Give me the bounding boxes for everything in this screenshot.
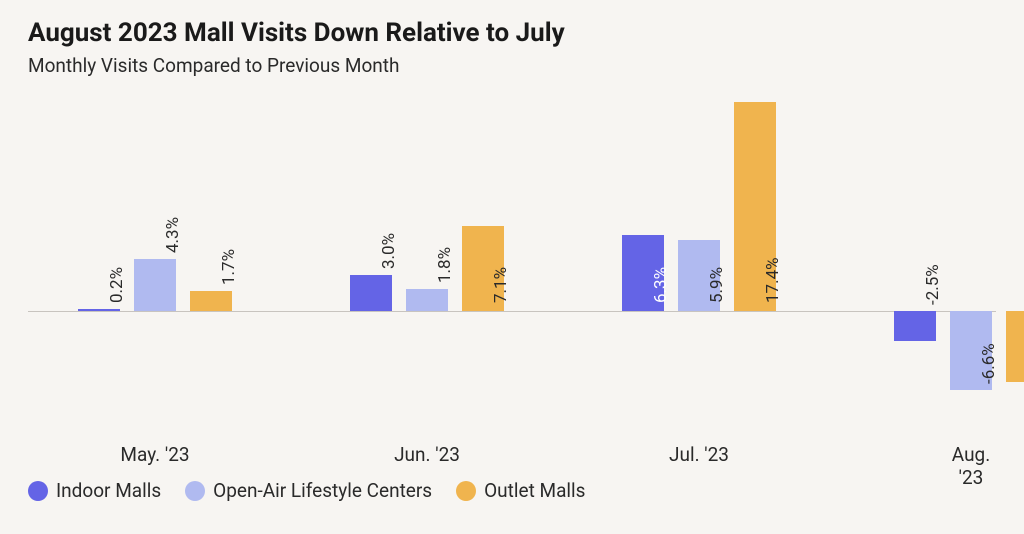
baseline — [28, 311, 996, 312]
bar — [190, 291, 232, 311]
bar-value-label: 0.2% — [107, 267, 127, 303]
legend-item-indoor: Indoor Malls — [28, 479, 161, 502]
x-axis-label: May. '23 — [120, 443, 189, 466]
swatch-icon — [185, 481, 205, 501]
legend-item-outlet: Outlet Malls — [456, 479, 585, 502]
bar-value-label: 1.7% — [219, 249, 239, 285]
chart-area: 0.2% 4.3% 1.7% 3.0% 1.8% 7.1% 6.3% 5.9% 17.4% -2.… — [28, 95, 996, 425]
chart-title: August 2023 Mall Visits Down Relative to… — [28, 18, 996, 48]
x-axis-label: Aug. '23 — [952, 443, 990, 489]
bar — [1006, 311, 1024, 382]
bar — [350, 275, 392, 311]
bar — [134, 259, 176, 311]
bar-value-label: 4.3% — [163, 217, 183, 253]
legend-label: Open-Air Lifestyle Centers — [213, 479, 432, 502]
legend: Indoor Malls Open-Air Lifestyle Centers … — [28, 479, 996, 502]
bar-value-label: 7.1% — [491, 267, 511, 303]
bar-value-label: 5.9% — [707, 267, 727, 303]
bar-value-label: -6.6% — [979, 343, 999, 384]
bar-value-label: 1.8% — [435, 247, 455, 283]
bar — [894, 311, 936, 341]
bar-value-label: 17.4% — [763, 257, 783, 303]
x-axis-labels: May. '23Jun. '23Jul. '23Aug. '23 — [28, 427, 996, 471]
bar — [406, 289, 448, 311]
x-axis-label: Jul. '23 — [669, 443, 729, 466]
legend-label: Indoor Malls — [56, 479, 161, 502]
bar — [78, 309, 120, 311]
chart-subtitle: Monthly Visits Compared to Previous Mont… — [28, 54, 996, 77]
legend-item-openair: Open-Air Lifestyle Centers — [185, 479, 432, 502]
swatch-icon — [28, 481, 48, 501]
bar-value-label: -2.5% — [923, 264, 943, 305]
legend-label: Outlet Malls — [484, 479, 585, 502]
bar-value-label: 6.3% — [651, 267, 671, 303]
bar-value-label: 3.0% — [379, 233, 399, 269]
x-axis-label: Jun. '23 — [394, 443, 460, 466]
swatch-icon — [456, 481, 476, 501]
